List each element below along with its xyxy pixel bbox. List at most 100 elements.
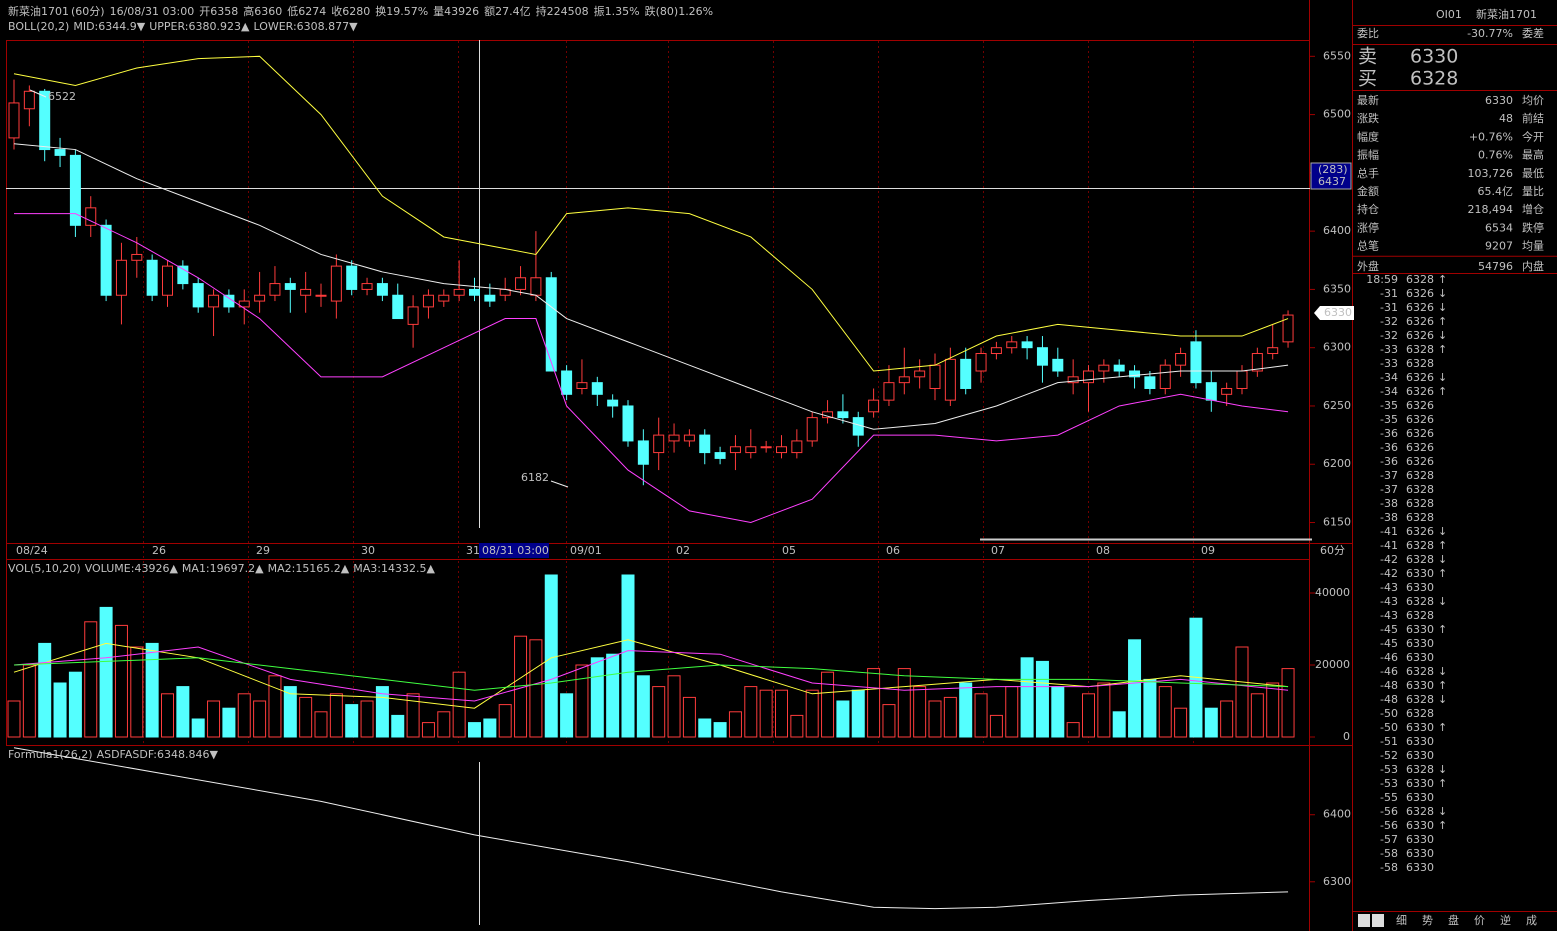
volume-bar	[375, 686, 389, 738]
header-item: 新菜油1701	[8, 4, 69, 18]
candle-body	[238, 300, 250, 308]
tick-arrow: ↑	[1438, 567, 1447, 580]
candle-body	[269, 283, 281, 296]
candle-body	[192, 283, 204, 308]
cross-time-box	[479, 543, 549, 558]
candle-body	[1282, 314, 1294, 343]
tick-time: -56	[1380, 805, 1398, 818]
candle-body	[407, 306, 419, 325]
boll-lower	[14, 213, 1289, 524]
volume-bar	[1143, 678, 1157, 738]
tab[interactable]: 细	[1396, 914, 1407, 927]
volume-bar	[590, 657, 604, 738]
candle-body	[54, 149, 66, 156]
volume-bar	[207, 700, 221, 738]
candle-body	[607, 399, 619, 407]
volume-bar	[360, 700, 374, 738]
tab[interactable]: 成	[1526, 914, 1537, 927]
volume-bar	[759, 689, 773, 738]
quote-value: 54796	[1478, 260, 1513, 273]
tick-price: 6328	[1406, 343, 1434, 356]
tick-time: -48	[1380, 679, 1398, 692]
volume-bar	[1266, 682, 1280, 738]
candle-body	[683, 434, 695, 442]
candle-body	[1175, 353, 1187, 366]
quote-label: 总笔	[1357, 239, 1379, 253]
nav-btn[interactable]	[1372, 914, 1384, 927]
candle-body	[469, 288, 480, 296]
tick-arrow: ↑	[1438, 679, 1447, 692]
y-tick-label: 40000	[1315, 586, 1350, 599]
nav-btn[interactable]	[1358, 914, 1370, 927]
wc-label: 委差	[1522, 26, 1544, 40]
volume-bar	[1250, 693, 1264, 738]
tick-time: -37	[1380, 469, 1398, 482]
candle-body	[1251, 353, 1263, 372]
quote-label: 振幅	[1357, 148, 1379, 162]
tick-price: 6326	[1406, 287, 1434, 300]
candle-body	[806, 417, 818, 442]
tick-arrow: ↓	[1438, 763, 1447, 776]
candle-body	[100, 224, 112, 296]
tab[interactable]: 势	[1422, 914, 1433, 927]
tick-arrow: ↑	[1438, 539, 1447, 552]
x-tick-label: 05	[782, 544, 796, 557]
tick-price: 6330	[1406, 567, 1434, 580]
quote-label: 总手	[1357, 166, 1379, 180]
volume-bar	[237, 693, 251, 738]
volume-bar	[1112, 711, 1126, 738]
tick-arrow: ↓	[1438, 301, 1447, 314]
tick-price: 6326	[1406, 399, 1434, 412]
frames	[6, 0, 1353, 931]
candle-body	[653, 434, 665, 454]
volume-bar	[974, 693, 988, 738]
tab[interactable]: 价	[1474, 914, 1485, 927]
volume-bar	[145, 642, 159, 738]
volume-bar	[483, 718, 497, 738]
volume-bar	[1235, 646, 1249, 738]
candle-body	[39, 90, 51, 151]
tick-time: -33	[1380, 343, 1398, 356]
volume-bar	[636, 675, 650, 738]
candle-body	[637, 440, 649, 465]
x-tick-label: 60分	[1320, 544, 1345, 557]
volume-bar	[959, 682, 973, 738]
volume-bar	[744, 686, 758, 738]
candle-body	[484, 294, 496, 302]
volume-bar	[452, 671, 466, 738]
boll-upper-label: UPPER:6380.923▲	[149, 20, 250, 33]
y-tick-label: 0	[1343, 730, 1350, 743]
header-item: 收6280	[331, 4, 370, 18]
x-tick-label: 06	[886, 544, 900, 557]
tick-price: 6330	[1406, 637, 1434, 650]
candle-body	[177, 265, 189, 285]
tick-price: 6326	[1406, 329, 1434, 342]
tick-price: 6328	[1406, 707, 1434, 720]
tick-time: -38	[1380, 497, 1398, 510]
volume-bar	[53, 682, 67, 738]
tick-price: 6328	[1406, 553, 1434, 566]
tick-price: 6330	[1406, 819, 1434, 832]
tab[interactable]: 逆	[1500, 913, 1511, 927]
volume-bar	[498, 704, 512, 738]
volume-bar	[1174, 707, 1188, 738]
candle-body	[1098, 364, 1110, 372]
cross-price: 6437	[1318, 175, 1346, 188]
quote-value: 218,494	[1468, 203, 1514, 216]
buy-price: 6328	[1410, 68, 1458, 90]
tick-arrow: ↑	[1438, 721, 1447, 734]
candle-body	[8, 102, 20, 139]
quote-value: 6534	[1485, 221, 1513, 234]
tick-time: -36	[1380, 455, 1398, 468]
tab[interactable]: 盘	[1448, 913, 1459, 927]
tick-arrow: ↑	[1438, 385, 1447, 398]
candle-body	[23, 90, 35, 110]
quote-value: 103,726	[1468, 167, 1514, 180]
volume-bar	[1281, 668, 1295, 738]
volume-bar	[1082, 693, 1095, 738]
tick-time: -32	[1380, 315, 1398, 328]
tick-time: -35	[1380, 399, 1398, 412]
wb-label: 委比	[1357, 27, 1379, 40]
candle-body	[1205, 382, 1217, 401]
tick-time: -34	[1380, 371, 1398, 384]
